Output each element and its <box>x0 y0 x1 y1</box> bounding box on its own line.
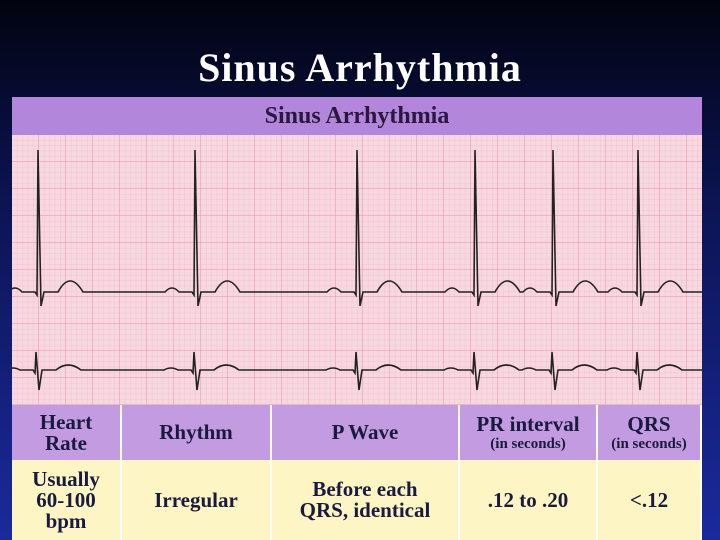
cell-line: <.12 <box>629 487 669 512</box>
panel-title: Sinus Arrhythmia <box>12 97 702 135</box>
cell-line: Irregular <box>154 487 238 512</box>
cell-line: Rhythm <box>159 420 233 444</box>
cell-note: (in seconds) <box>490 435 566 452</box>
table-cell: Usually 60-100 bpm <box>12 460 122 540</box>
table-cell: Before each QRS, identical <box>272 460 460 540</box>
table-cell: Irregular <box>122 460 272 540</box>
cell-line: Rate <box>45 430 87 455</box>
table-header: QRS (in seconds) <box>598 405 702 460</box>
cell-note: (in seconds) <box>611 435 687 452</box>
cell-line: PR interval <box>476 411 580 436</box>
cell-line: Heart <box>39 409 93 434</box>
table-cell: <.12 <box>598 460 702 540</box>
cell-line: QRS, identical <box>299 498 431 522</box>
table-cell: .12 to .20 <box>460 460 598 540</box>
ecg-trace <box>12 149 702 307</box>
cell-line: Before each <box>312 477 418 501</box>
ecg-trace <box>12 351 702 391</box>
table-header: Rhythm <box>122 405 272 460</box>
cell-line: bpm <box>45 508 87 533</box>
cell-line: Usually <box>32 466 100 491</box>
table-header: P Wave <box>272 405 460 460</box>
cell-line: .12 to .20 <box>487 487 569 512</box>
table-header: PR interval (in seconds) <box>460 405 598 460</box>
cell-line: 60-100 <box>36 487 96 512</box>
table-header: Heart Rate <box>12 405 122 460</box>
ecg-strip <box>12 135 702 405</box>
slide-title: Sinus Arrhythmia <box>198 45 522 90</box>
cell-line: QRS <box>627 411 671 436</box>
cell-line: P Wave <box>331 420 399 444</box>
ecg-panel: Sinus Arrhythmia Heart Rate Rhythm P Wave PR… <box>12 97 702 540</box>
